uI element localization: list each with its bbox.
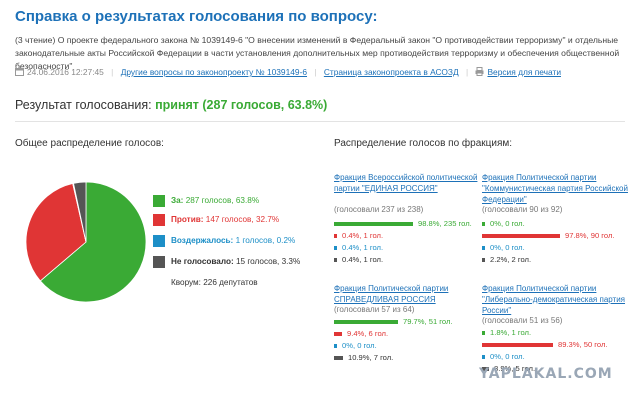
legend-swatch-not-voted: [153, 256, 165, 268]
meta-separator: |: [465, 67, 469, 77]
bar-fill: [482, 367, 489, 371]
bar-fill: [482, 234, 560, 238]
question-description: (3 чтение) О проекте федерального закона…: [15, 35, 620, 71]
bar-text: 10.9%, 7 гол.: [348, 353, 394, 362]
faction-name-link[interactable]: Фракция Политической партии "Коммунистич…: [482, 173, 628, 204]
result-value: принят (287 голосов, 63.8%): [155, 98, 328, 112]
other-questions-link[interactable]: Другие вопросы по законопроекту № 103914…: [120, 67, 308, 77]
print-icon[interactable]: [475, 67, 484, 76]
bar-text: 98.8%, 235 гол.: [418, 219, 472, 228]
legend-value: 1 голосов, 0.2%: [235, 236, 296, 245]
bar-fill: [334, 356, 343, 360]
faction-name-link[interactable]: Фракция Политической партии СПРАВЕДЛИВАЯ…: [334, 284, 449, 304]
bar-fill: [482, 331, 485, 335]
result-label: Результат голосования:: [15, 98, 152, 112]
legend-label: Не голосовало:: [171, 257, 234, 266]
meta-bar: 24.06.2016 12:27:45 | Другие вопросы по …: [15, 67, 635, 77]
bar-text: 0%, 0 гол.: [490, 219, 525, 228]
bar-fill: [482, 355, 485, 359]
bar-fill: [482, 222, 485, 226]
legend-swatch-for: [153, 195, 165, 207]
bar-text: 0%, 0 гол.: [490, 243, 525, 252]
bill-page-link[interactable]: Страница законопроекта в АСОЗД: [323, 67, 459, 77]
quorum-text: Кворум: 226 депутатов: [171, 278, 258, 287]
bar-fill: [482, 343, 553, 347]
bar-text: 97.8%, 90 гол.: [565, 231, 615, 240]
bar-text: 2.2%, 2 гол.: [490, 255, 532, 264]
bar-text: 0%, 0 гол.: [490, 352, 525, 361]
section-divider: [15, 121, 625, 122]
watermark-text: YAPLAKAL.COM: [479, 366, 613, 382]
faction-name-link[interactable]: Фракция Всероссийской политической парти…: [334, 173, 478, 193]
bar-text: 0%, 0 гол.: [342, 341, 377, 350]
calendar-icon: [15, 67, 24, 76]
bar-text: 0.4%, 1 гол.: [342, 243, 384, 252]
faction-votes: (голосовали 90 из 92): [482, 205, 563, 214]
page-title: Справка о результатах голосования по воп…: [15, 8, 378, 25]
bar-text: 79.7%, 51 гол.: [403, 317, 453, 326]
bar-text: 8.9%, 5 гол.: [494, 364, 536, 373]
print-version-link[interactable]: Версия для печати: [487, 67, 561, 77]
bar-fill: [334, 320, 398, 324]
meta-separator: |: [314, 67, 317, 77]
faction-votes: (голосовали 237 из 238): [334, 205, 424, 214]
bar-text: 89.3%, 50 гол.: [558, 340, 608, 349]
overall-heading: Общее распределение голосов:: [15, 138, 164, 149]
factions-heading: Распределение голосов по фракциям:: [334, 138, 513, 149]
legend-value: 15 голосов, 3.3%: [235, 257, 301, 266]
legend-swatch-abstained: [153, 235, 165, 247]
meta-separator: |: [111, 67, 114, 77]
bar-fill: [482, 246, 485, 250]
pie-slice-not-voted: [73, 181, 87, 243]
legend-label: Воздержалось:: [171, 236, 234, 245]
bar-fill: [334, 222, 413, 226]
legend-label: Против:: [171, 215, 204, 224]
legend-value: 287 голосов, 63.8%: [185, 196, 260, 205]
legend-label: За:: [171, 196, 184, 205]
bar-text: 0.4%, 1 гол.: [342, 255, 384, 264]
overall-pie-chart: [25, 181, 147, 303]
bar-fill: [334, 234, 337, 238]
bar-fill: [482, 258, 485, 262]
bar-fill: [334, 246, 337, 250]
vote-datetime: 24.06.2016 12:27:45: [27, 67, 104, 77]
bar-text: 0.4%, 1 гол.: [342, 231, 384, 240]
bar-text: 9.4%, 6 гол.: [347, 329, 389, 338]
faction-votes: (голосовали 51 из 56): [482, 316, 563, 325]
bar-text: 1.8%, 1 гол.: [490, 328, 532, 337]
faction-name-link[interactable]: Фракция Политической партии "Либерально-…: [482, 284, 626, 315]
bar-fill: [334, 258, 337, 262]
legend-value: 147 голосов, 32.7%: [205, 215, 280, 224]
bar-fill: [334, 344, 337, 348]
pie-slice-for: [39, 181, 147, 303]
pie-slice-against: [25, 183, 87, 282]
bar-fill: [334, 332, 342, 336]
vote-result: Результат голосования: принят (287 голос…: [15, 98, 327, 112]
legend-swatch-against: [153, 214, 165, 226]
faction-votes: (голосовали 57 из 64): [334, 305, 415, 314]
